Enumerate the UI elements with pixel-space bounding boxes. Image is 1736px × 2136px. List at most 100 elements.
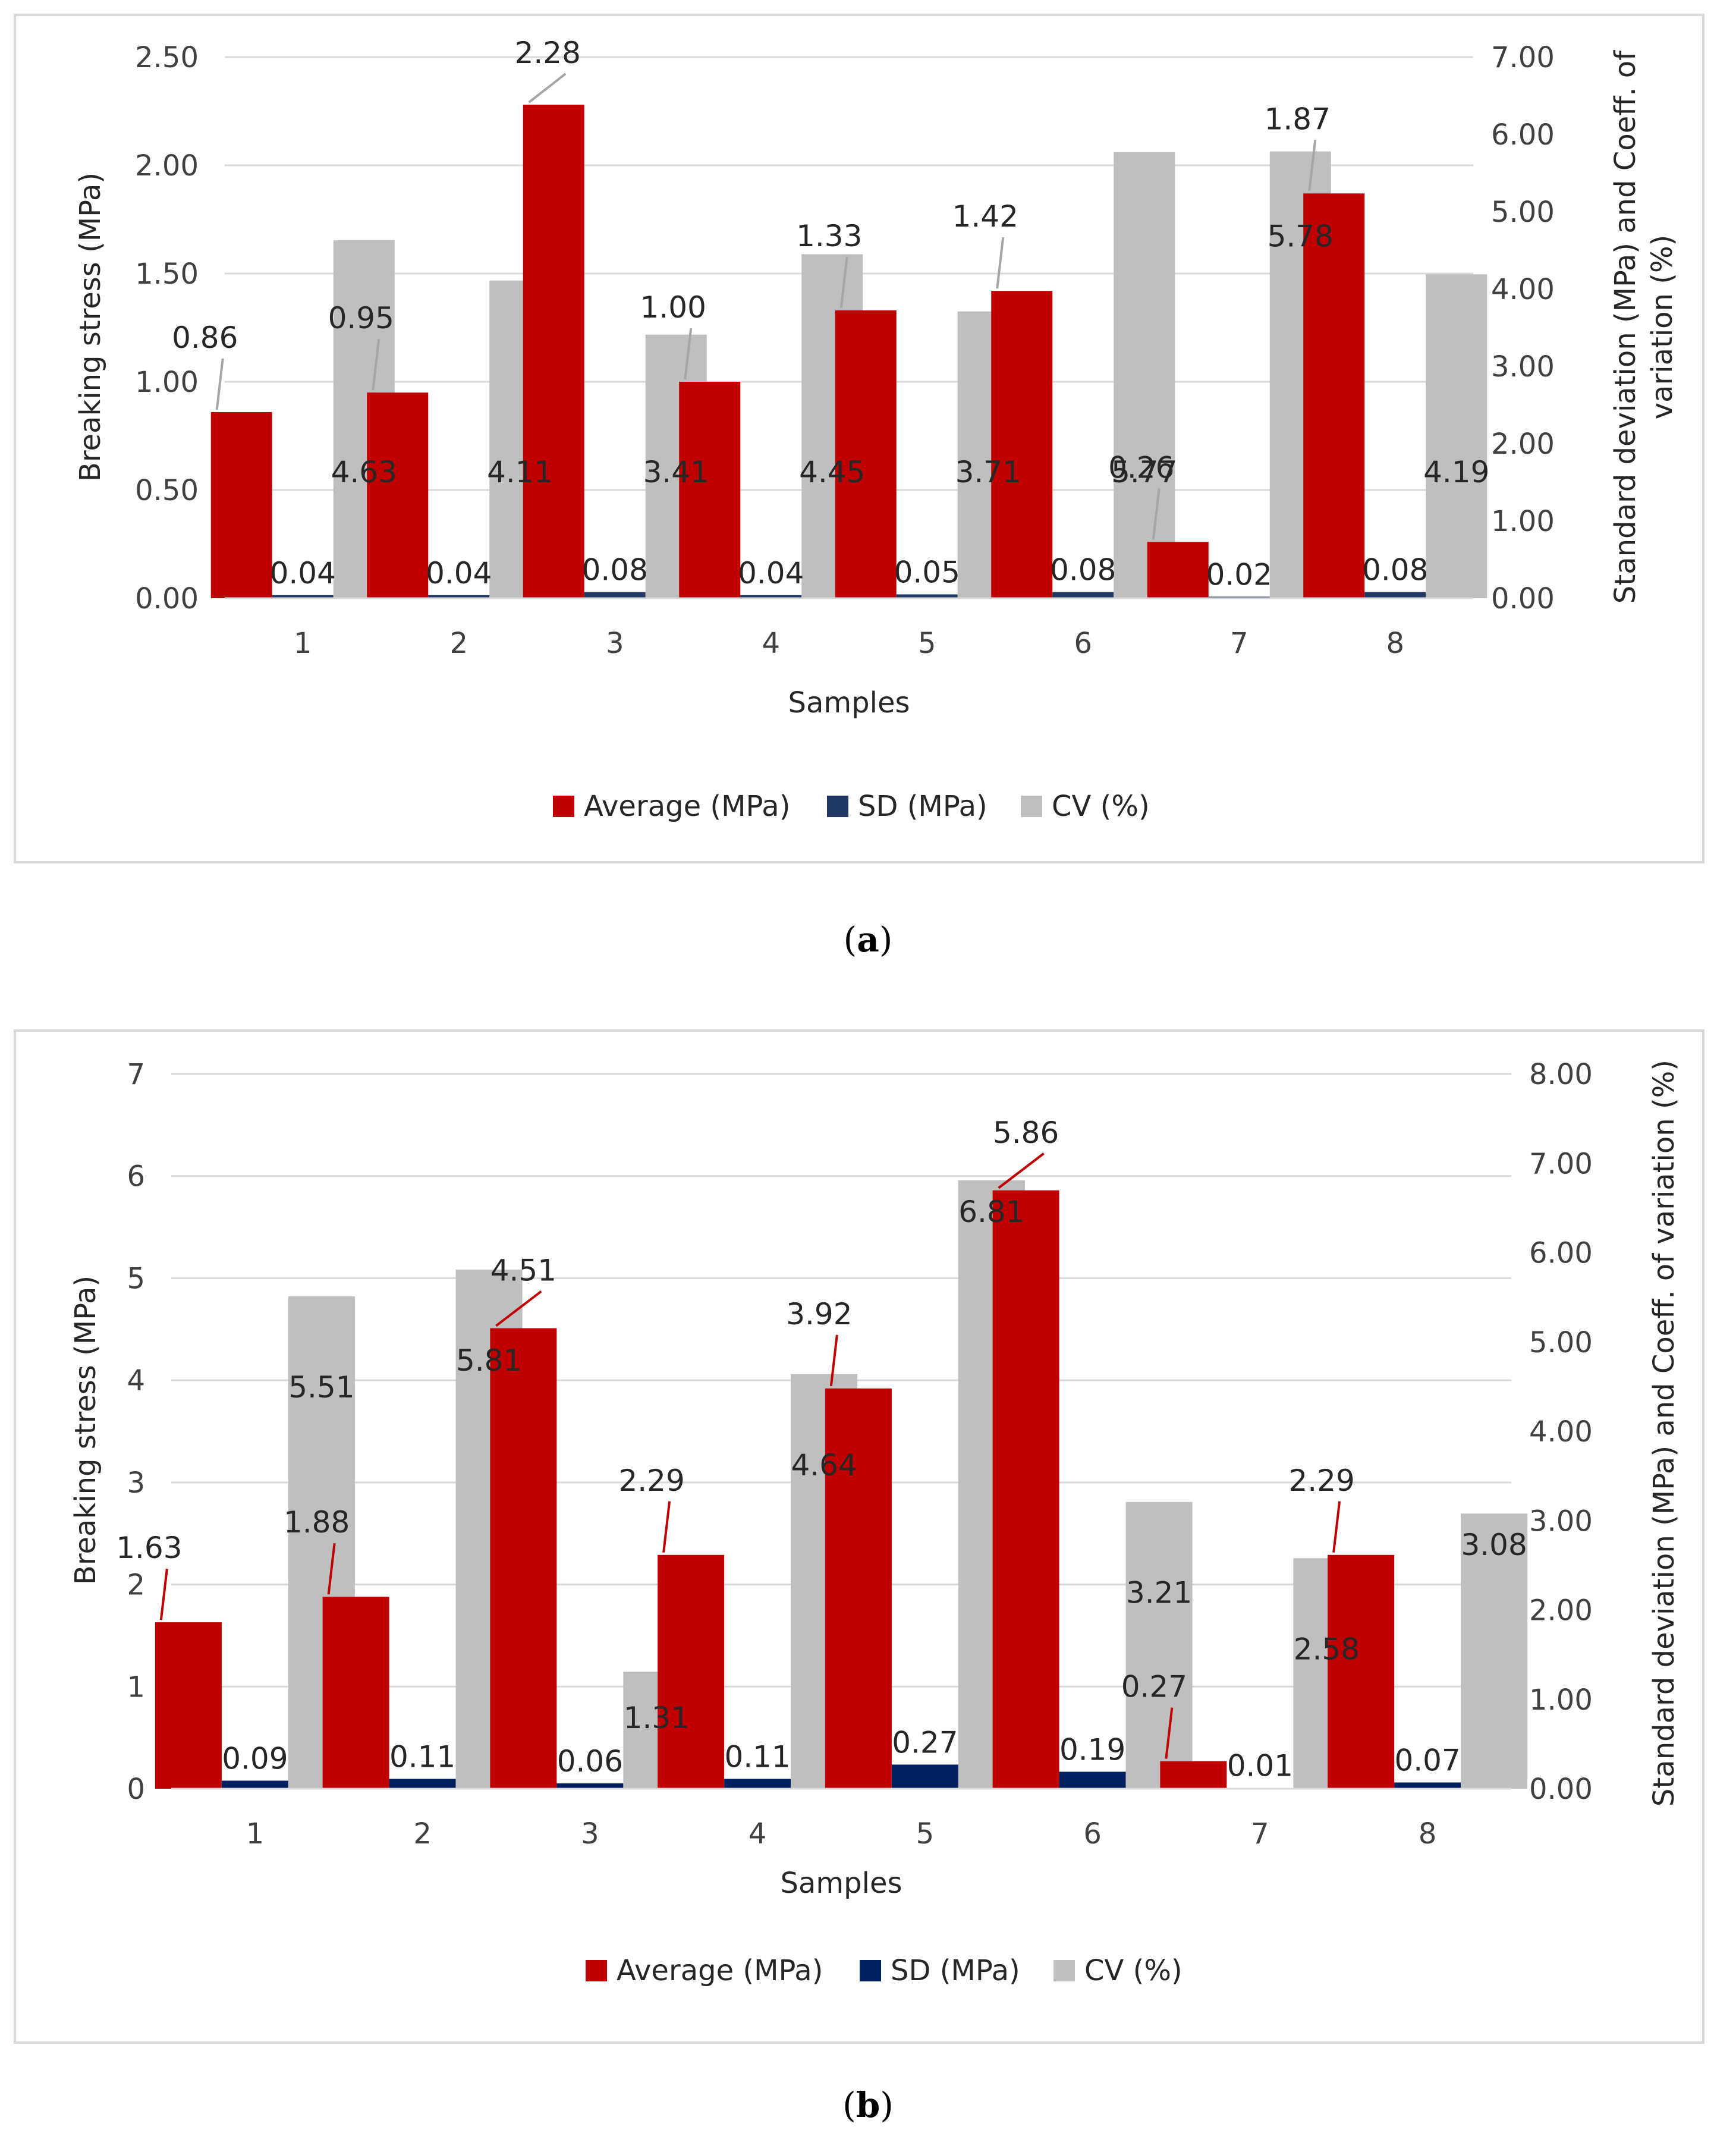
data-label-cv: 3.21 xyxy=(1126,1576,1192,1610)
bar-sd xyxy=(584,592,646,598)
y2-tick-label: 7.00 xyxy=(1529,1147,1593,1180)
leader-line xyxy=(528,73,567,103)
leader-line xyxy=(662,1501,671,1553)
data-label-sd: 0.04 xyxy=(738,556,804,590)
x-tick-label: 7 xyxy=(1230,627,1248,660)
y-tick-label: 1 xyxy=(127,1670,145,1704)
legend-label: SD (MPa) xyxy=(891,1954,1020,1987)
data-label-sd: 0.08 xyxy=(1050,553,1116,588)
legend-label: Average (MPa) xyxy=(617,1954,823,1987)
x-tick-label: 4 xyxy=(762,627,780,660)
bar-average xyxy=(155,1622,222,1789)
data-label-cv: 4.63 xyxy=(331,455,397,489)
data-label-sd: 0.04 xyxy=(270,556,336,590)
y2-axis-title: Standard deviation (MPa) and Coeff. of xyxy=(1609,50,1642,604)
data-label-average: 3.92 xyxy=(786,1297,852,1331)
y2-tick-label: 7.00 xyxy=(1491,41,1555,74)
data-label-cv: 3.41 xyxy=(643,455,709,489)
data-label-cv: 5.77 xyxy=(1111,455,1177,489)
bar-sd xyxy=(1052,592,1114,598)
y-tick-label: 4 xyxy=(127,1364,145,1397)
legend-swatch xyxy=(827,796,848,817)
y2-tick-label: 2.00 xyxy=(1491,428,1555,461)
y2-tick-label: 6.00 xyxy=(1529,1237,1593,1270)
data-label-average: 1.33 xyxy=(796,219,862,253)
bar-sd xyxy=(272,595,334,598)
leader-line xyxy=(1152,488,1161,540)
legend-swatch xyxy=(1053,1960,1075,1981)
bar-sd xyxy=(724,1779,791,1789)
bar-average xyxy=(658,1554,725,1789)
x-tick-label: 2 xyxy=(413,1817,432,1851)
bar-sd xyxy=(1364,592,1426,598)
y-tick-label: 0.50 xyxy=(135,474,199,507)
panel-caption-letter: a xyxy=(857,919,879,960)
data-label-sd: 0.06 xyxy=(557,1744,623,1779)
bar-sd xyxy=(556,1783,624,1789)
data-label-cv: 4.64 xyxy=(791,1448,857,1482)
data-label-sd: 0.04 xyxy=(426,556,492,590)
data-label-average: 2.29 xyxy=(1288,1463,1354,1498)
data-label-cv: 2.58 xyxy=(1294,1632,1360,1666)
x-tick-label: 3 xyxy=(606,627,624,660)
bar-sd xyxy=(1059,1771,1126,1789)
data-label-average: 2.28 xyxy=(515,36,581,70)
legend-label: SD (MPa) xyxy=(858,790,987,823)
y2-tick-label: 6.00 xyxy=(1491,118,1555,152)
data-label-sd: 0.09 xyxy=(222,1741,288,1776)
y-tick-label: 3 xyxy=(127,1466,145,1500)
data-label-average: 5.86 xyxy=(993,1116,1059,1150)
data-label-cv: 4.19 xyxy=(1423,455,1489,489)
bar-sd xyxy=(891,1764,958,1789)
data-label-sd: 0.19 xyxy=(1059,1732,1125,1767)
leader-line xyxy=(1308,140,1317,191)
data-label-average: 0.26 xyxy=(1108,450,1174,485)
leader-line xyxy=(839,256,848,309)
bar-cv xyxy=(1114,152,1175,598)
bar-average xyxy=(523,105,584,598)
y2-tick-label: 4.00 xyxy=(1529,1415,1593,1449)
data-label-cv: 6.81 xyxy=(958,1195,1024,1229)
legend-swatch xyxy=(586,1960,607,1981)
bar-sd xyxy=(1394,1782,1461,1789)
data-label-average: 2.29 xyxy=(618,1463,684,1498)
y-tick-label: 0.00 xyxy=(135,582,199,615)
data-label-sd: 0.07 xyxy=(1394,1743,1460,1777)
y-tick-label: 1.00 xyxy=(135,366,199,399)
x-tick-label: 1 xyxy=(246,1817,265,1851)
y2-tick-label: 3.00 xyxy=(1491,350,1555,384)
leader-line xyxy=(1332,1501,1341,1553)
panel-caption: (b) xyxy=(842,2085,894,2125)
x-tick-label: 8 xyxy=(1386,627,1404,660)
data-label-average: 1.87 xyxy=(1265,102,1331,136)
data-label-cv: 3.08 xyxy=(1461,1528,1527,1562)
bar-average xyxy=(825,1388,892,1789)
x-tick-label: 3 xyxy=(581,1817,599,1851)
bar-average xyxy=(1147,542,1209,598)
y-tick-label: 2.50 xyxy=(135,41,199,74)
data-label-average: 1.63 xyxy=(116,1531,182,1565)
y-axis-title: Breaking stress (MPa) xyxy=(74,172,107,482)
data-label-sd: 0.01 xyxy=(1227,1748,1293,1783)
bar-average xyxy=(992,1190,1059,1789)
data-label-sd: 0.02 xyxy=(1206,557,1272,592)
x-tick-label: 5 xyxy=(916,1817,935,1851)
y-tick-label: 2.00 xyxy=(135,149,199,183)
y2-tick-label: 4.00 xyxy=(1491,273,1555,306)
leader-line xyxy=(372,338,380,391)
x-tick-label: 5 xyxy=(918,627,936,660)
y-tick-label: 1.50 xyxy=(135,257,199,291)
y-tick-label: 0 xyxy=(127,1773,145,1806)
data-label-cv: 4.45 xyxy=(799,455,865,489)
data-label-average: 0.95 xyxy=(328,301,394,335)
y2-tick-label: 1.00 xyxy=(1491,505,1555,538)
y2-tick-label: 8.00 xyxy=(1529,1058,1593,1091)
data-label-sd: 0.05 xyxy=(894,555,960,590)
leader-line xyxy=(215,358,224,410)
bar-average xyxy=(1328,1554,1395,1789)
legend-swatch xyxy=(553,796,574,817)
x-tick-label: 7 xyxy=(1251,1817,1269,1851)
y-axis-title: Breaking stress (MPa) xyxy=(69,1276,102,1585)
data-label-sd: 0.11 xyxy=(724,1739,790,1774)
legend-swatch xyxy=(1021,796,1042,817)
